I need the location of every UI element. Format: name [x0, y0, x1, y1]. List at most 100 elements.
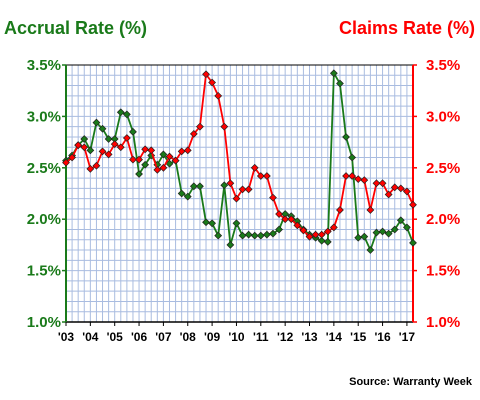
x-tick-label: '07: [155, 330, 172, 344]
claims-data-point: [177, 147, 186, 156]
accrual-data-point: [141, 160, 150, 169]
claims-data-point: [244, 185, 253, 194]
claims-data-point: [153, 165, 162, 174]
accrual-data-point: [189, 182, 198, 191]
x-tick-label: '06: [131, 330, 148, 344]
accrual-data-point: [378, 227, 387, 236]
accrual-data-point: [92, 118, 101, 127]
claims-data-point: [202, 70, 210, 79]
claims-data-point: [305, 232, 314, 241]
accrual-data-point: [220, 181, 229, 190]
accrual-data-point: [177, 189, 186, 198]
accrual-data-point: [269, 229, 277, 238]
claims-data-point: [390, 183, 399, 192]
right-y-tick-label: 1.0%: [426, 314, 460, 331]
left-y-tick-label: 1.5%: [27, 263, 61, 280]
claims-data-point: [348, 172, 357, 180]
right-y-tick-label: 3.5%: [426, 57, 460, 74]
accrual-data-point: [396, 216, 405, 225]
claims-data-point: [135, 155, 143, 164]
x-tick-label: '15: [350, 330, 367, 344]
claims-data-point: [116, 143, 125, 152]
accrual-data-point: [323, 237, 332, 246]
claims-data-point: [262, 172, 271, 180]
claims-data-point: [287, 215, 296, 224]
x-tick-label: '11: [253, 330, 269, 344]
right-y-tick-label: 2.0%: [426, 211, 460, 228]
claims-data-point: [354, 175, 363, 184]
accrual-data-point: [196, 182, 204, 191]
claims-data-point: [269, 193, 277, 202]
claims-data-point: [250, 163, 259, 172]
accrual-data-point: [256, 231, 265, 240]
claims-data-point: [62, 158, 70, 167]
claims-data-point: [311, 230, 320, 239]
claims-data-point: [196, 122, 204, 131]
accrual-data-point: [159, 150, 168, 159]
accrual-data-point: [98, 124, 107, 133]
claims-data-point: [220, 122, 229, 131]
accrual-data-point: [183, 192, 192, 201]
x-tick-label: '13: [301, 330, 318, 344]
left-y-tick-label: 1.0%: [27, 314, 61, 331]
claims-data-point: [336, 206, 344, 214]
claims-data-point: [281, 215, 290, 224]
claims-data-point: [74, 141, 83, 150]
claims-data-point: [141, 145, 150, 154]
claims-data-point: [68, 153, 76, 162]
axes-frame: [65, 64, 414, 323]
accrual-data-point: [366, 246, 375, 254]
accrual-data-point: [232, 219, 241, 228]
series-lines: [62, 69, 417, 254]
accrual-data-point: [354, 233, 363, 242]
x-tick-label: '10: [228, 330, 245, 344]
claims-data-point: [110, 140, 119, 149]
accrual-data-point: [208, 219, 217, 228]
claims-data-point: [214, 91, 223, 100]
accrual-data-point: [409, 238, 417, 247]
claims-data-point: [378, 179, 387, 188]
accrual-data-point: [214, 231, 223, 240]
source-note: Source: Warranty Week: [349, 376, 473, 388]
claims-data-point: [171, 156, 180, 165]
accrual-data-point: [384, 229, 393, 238]
claims-data-point: [329, 223, 338, 232]
x-tick-label: '16: [374, 330, 391, 344]
claims-data-point: [98, 147, 107, 156]
claims-data-point: [342, 172, 350, 180]
left-y-tick-label: 3.5%: [27, 57, 61, 74]
accrual-data-point: [104, 135, 113, 143]
claims-data-point: [396, 184, 405, 193]
x-tick-label: '09: [204, 330, 221, 344]
accrual-data-point: [336, 79, 344, 88]
x-tick-label: '03: [58, 330, 75, 344]
accrual-data-point: [360, 232, 369, 241]
left-y-tick-label: 2.0%: [27, 211, 61, 228]
claims-data-point: [80, 143, 89, 152]
claims-data-point: [232, 194, 241, 203]
claims-data-point: [165, 152, 174, 161]
claims-data-point: [317, 230, 326, 239]
claims-data-point: [129, 155, 137, 164]
accrual-data-point: [250, 231, 259, 240]
accrual-data-point: [348, 153, 357, 162]
claims-data-point: [403, 187, 411, 196]
claims-rate-line: [65, 73, 414, 238]
claims-data-point: [189, 129, 198, 138]
left-y-tick-label: 3.0%: [27, 108, 61, 125]
claims-data-point: [360, 176, 369, 185]
right-y-tick-label: 1.5%: [426, 263, 460, 280]
accrual-data-point: [372, 228, 381, 237]
claims-data-point: [92, 161, 101, 170]
claims-data-point: [86, 164, 95, 173]
tick-labels: 1.0% 1.0% 1.5% 1.5% 2.0% 2.0% 2.5% 2.5% 3.0% 3.0%…: [27, 57, 460, 344]
right-y-tick-label: 3.0%: [426, 108, 460, 125]
claims-data-point: [183, 146, 192, 155]
accrual-data-point: [86, 146, 95, 155]
gridlines: [66, 65, 413, 322]
claims-data-point: [147, 146, 156, 155]
claims-data-point: [372, 179, 381, 188]
claims-data-point: [238, 185, 247, 194]
accrual-data-point: [129, 127, 137, 136]
x-tick-label: '05: [107, 330, 124, 344]
